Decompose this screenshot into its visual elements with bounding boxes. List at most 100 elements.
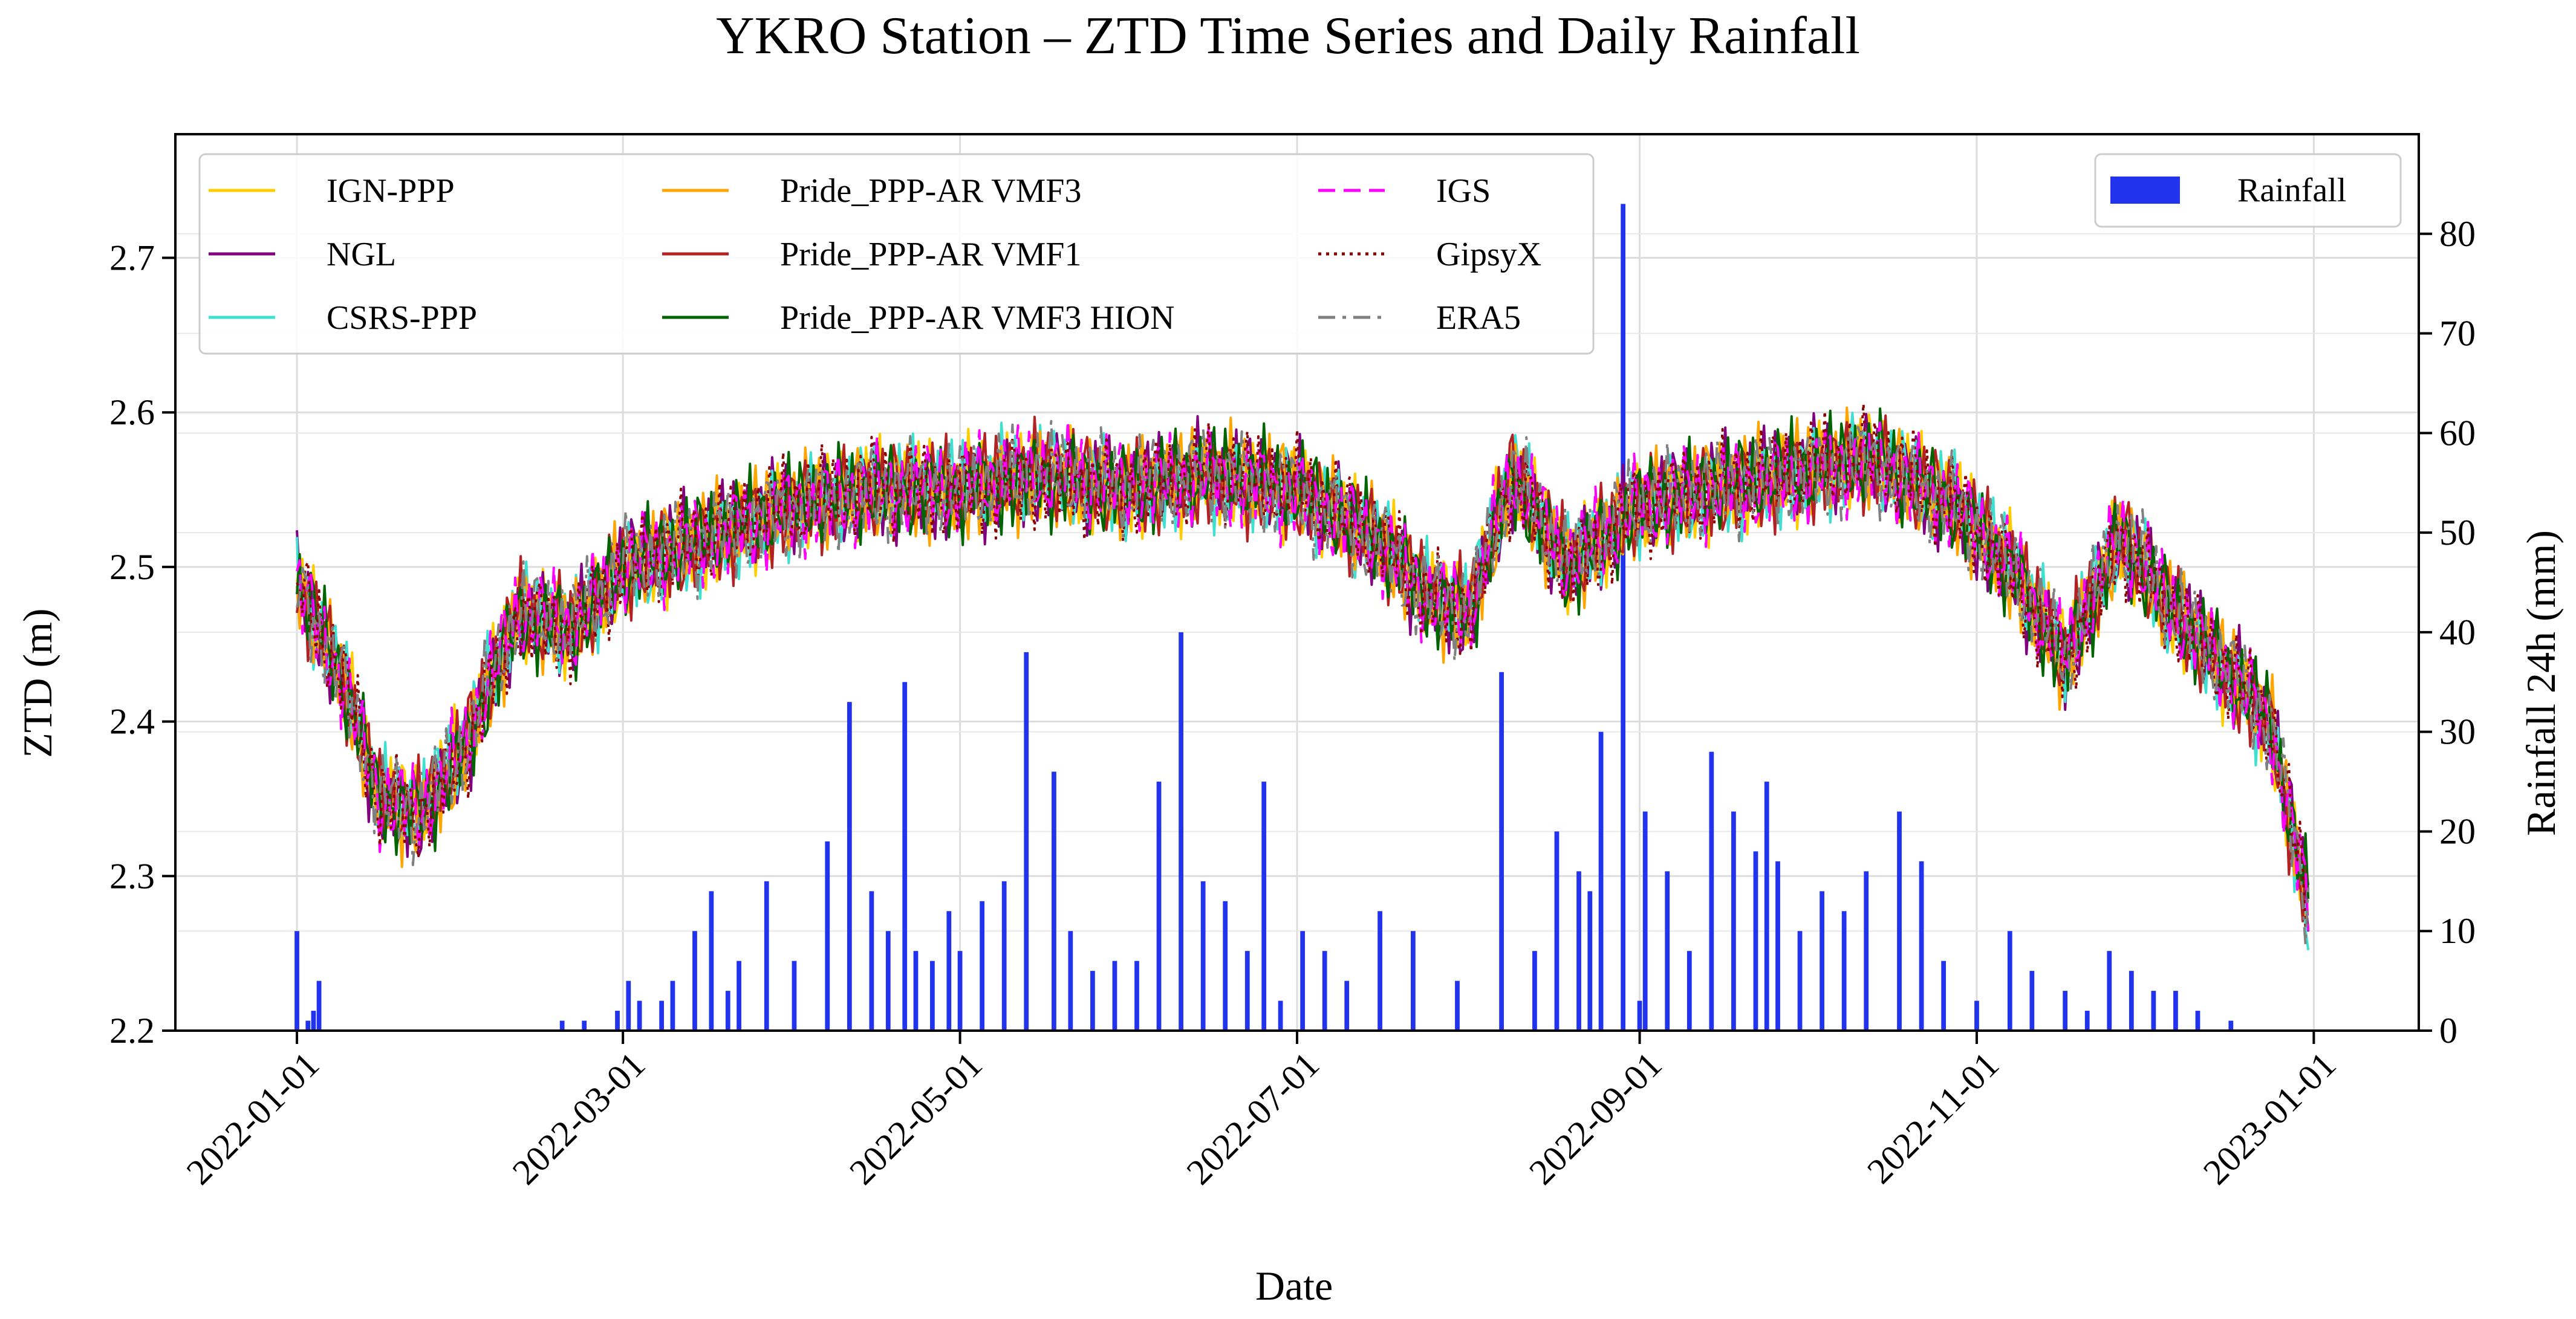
- rainfall-bar: [885, 931, 891, 1031]
- rainfall-bar: [946, 911, 952, 1031]
- rainfall-bar: [1156, 782, 1162, 1031]
- rainfall-bar: [902, 682, 908, 1031]
- rainfall-bar: [825, 841, 830, 1031]
- rainfall-bar: [1499, 672, 1504, 1031]
- rainfall-bar: [1322, 951, 1327, 1031]
- rain-legend-swatch: [2110, 177, 2180, 204]
- rainfall-bar: [1974, 1000, 1979, 1031]
- rainfall-bar: [637, 1000, 642, 1031]
- rainfall-bar: [582, 1020, 587, 1031]
- rainfall-bar: [1919, 861, 1924, 1031]
- rainfall-bar: [957, 951, 963, 1031]
- y2-tick-label: 0: [2439, 1011, 2457, 1051]
- rainfall-bars: [294, 204, 2234, 1031]
- rainfall-bar: [1841, 911, 1847, 1031]
- y-tick-label: 2.4: [109, 702, 155, 742]
- rainfall-bar: [692, 931, 697, 1031]
- rainfall-bar: [1753, 851, 1758, 1031]
- rainfall-bar: [1455, 980, 1460, 1031]
- rainfall-bar: [1665, 871, 1670, 1031]
- rainfall-bar: [1941, 961, 1947, 1031]
- y2-tick-label: 40: [2439, 612, 2476, 652]
- rainfall-bar: [1179, 632, 1183, 1031]
- rainfall-bar: [311, 1011, 316, 1031]
- rainfall-bar: [670, 980, 675, 1031]
- rainfall-bar: [659, 1000, 665, 1031]
- series-line-8: [296, 420, 2310, 946]
- rainfall-bar: [2007, 931, 2012, 1031]
- rainfall-bar: [1134, 961, 1139, 1031]
- rainfall-bar: [869, 891, 874, 1031]
- legend-label: IGS: [1436, 172, 1491, 210]
- rainfall-bar: [2029, 971, 2035, 1031]
- rainfall-bar: [2195, 1011, 2200, 1031]
- y2-tick-label: 50: [2439, 513, 2476, 553]
- y2-tick-label: 20: [2439, 811, 2476, 851]
- rainfall-bar: [1377, 911, 1382, 1031]
- y2-tick-label: 70: [2439, 314, 2476, 354]
- rainfall-bar: [1797, 931, 1803, 1031]
- rainfall-bar: [1223, 901, 1228, 1031]
- rainfall-bar: [1244, 951, 1250, 1031]
- rainfall-bar: [1820, 891, 1824, 1031]
- rainfall-bar: [2151, 991, 2156, 1031]
- rainfall-bar: [1897, 811, 1902, 1031]
- legend-box: [198, 153, 1595, 355]
- rainfall-bar: [1554, 831, 1560, 1031]
- chart-title: YKRO Station – ZTD Time Series and Daily…: [716, 7, 1860, 65]
- rainfall-bar: [1068, 931, 1073, 1031]
- rainfall-bar: [1642, 811, 1648, 1031]
- legend-label: NGL: [327, 236, 396, 273]
- rainfall-bar: [1411, 931, 1416, 1031]
- rainfall-bar: [2228, 1020, 2234, 1031]
- rainfall-bar: [1300, 931, 1306, 1031]
- rainfall-bar: [1598, 731, 1604, 1031]
- y2-axis-label: Rainfall 24h (mm): [2518, 530, 2564, 836]
- rainfall-bar: [1864, 871, 1869, 1031]
- rainfall-bar: [792, 961, 797, 1031]
- rainfall-bar: [1764, 782, 1769, 1031]
- rainfall-bar: [1344, 980, 1350, 1031]
- ztd-series-lines: [296, 402, 2310, 951]
- rainfall-bar: [764, 881, 769, 1031]
- x-axis-label: Date: [1255, 1263, 1333, 1309]
- y-tick-label: 2.7: [109, 238, 155, 278]
- rainfall-bar: [1532, 951, 1537, 1031]
- rainfall-bar: [2173, 991, 2178, 1031]
- rainfall-bar: [1621, 204, 1626, 1031]
- rainfall-bar: [737, 961, 741, 1031]
- rainfall-bar: [847, 702, 852, 1031]
- rainfall-bar: [1775, 861, 1780, 1031]
- rainfall-bar: [559, 1020, 565, 1031]
- rainfall-bar: [1637, 1000, 1642, 1031]
- rainfall-bar: [2063, 991, 2068, 1031]
- series-line-7: [296, 402, 2309, 929]
- rainfall-bar: [1709, 751, 1714, 1031]
- rain-legend-label: Rainfall: [2237, 172, 2346, 209]
- legend-label: ERA5: [1436, 299, 1521, 337]
- rainfall-bar: [913, 951, 919, 1031]
- rainfall-bar: [709, 891, 714, 1031]
- legend-label: IGN-PPP: [327, 172, 455, 210]
- series-legend: IGN-PPP NGL CSRS-PPP Pride_PPP-AR VMF3 Pride…: [198, 153, 1595, 355]
- rainfall-bar: [1112, 961, 1117, 1031]
- rainfall-bar: [1587, 891, 1593, 1031]
- y-tick-label: 2.5: [109, 547, 155, 587]
- y-tick-label: 2.6: [109, 392, 155, 432]
- rainfall-bar: [1686, 951, 1692, 1031]
- rainfall-bar: [615, 1011, 620, 1031]
- rainfall-bar: [725, 991, 730, 1031]
- rainfall-bar: [1261, 782, 1267, 1031]
- rainfall-bar: [1001, 881, 1007, 1031]
- rainfall-bar: [1052, 771, 1056, 1031]
- rainfall-bar: [316, 980, 322, 1031]
- rainfall-bar: [2129, 971, 2134, 1031]
- y2-tick-label: 10: [2439, 911, 2476, 951]
- y2-tick-label: 60: [2439, 413, 2476, 453]
- legend-label: GipsyX: [1436, 236, 1541, 273]
- legend-label: Pride_PPP-AR VMF1: [780, 236, 1081, 273]
- legend-label: Pride_PPP-AR VMF3 HION: [780, 299, 1174, 337]
- y-tick-label: 2.2: [109, 1011, 155, 1051]
- rainfall-bar: [980, 901, 985, 1031]
